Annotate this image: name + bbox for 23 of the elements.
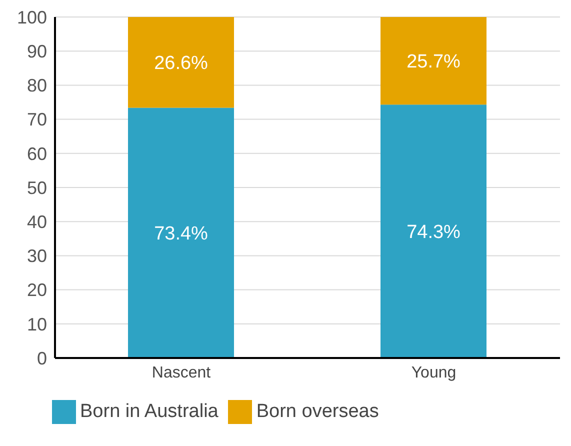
x-tick-label: Nascent <box>152 364 212 382</box>
y-tick-label: 70 <box>26 110 47 130</box>
y-tick-label: 10 <box>26 314 47 334</box>
data-label: 73.4% <box>154 224 208 245</box>
y-tick-label: 50 <box>26 178 47 198</box>
data-label: 26.6% <box>154 53 208 74</box>
y-tick-label: 20 <box>26 280 47 300</box>
legend-label: Born overseas <box>256 401 379 422</box>
y-tick-label: 80 <box>26 76 47 96</box>
y-tick-label: 100 <box>16 7 47 28</box>
data-label: 25.7% <box>406 52 461 73</box>
bar <box>380 17 486 105</box>
y-tick-label: 90 <box>26 41 47 62</box>
bar <box>380 104 486 358</box>
bar <box>128 17 234 108</box>
legend-label: Born in Australia <box>80 401 218 422</box>
x-tick-label: Young <box>411 364 456 382</box>
y-tick-label: 60 <box>26 144 47 164</box>
y-tick-label: 30 <box>26 246 47 266</box>
y-tick-label: 0 <box>36 348 47 368</box>
data-label: 74.3% <box>406 222 461 244</box>
bar <box>128 108 234 358</box>
y-tick-label: 40 <box>26 212 47 232</box>
